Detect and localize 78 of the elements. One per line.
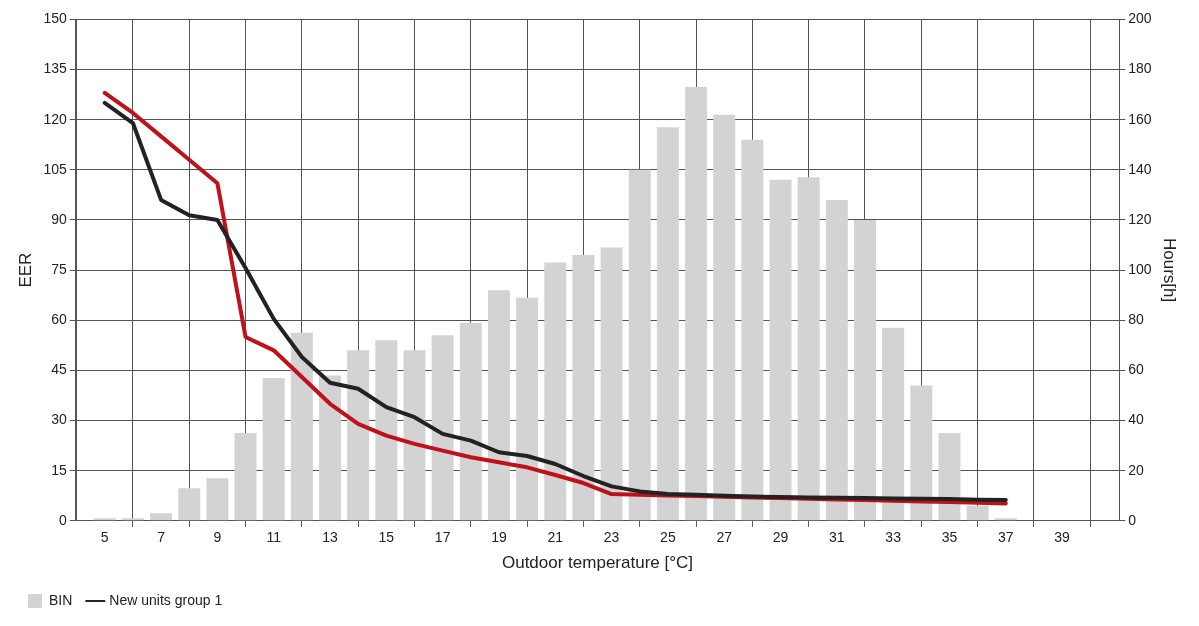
bar	[290, 332, 313, 521]
x-tick-label: 11	[266, 529, 282, 546]
bar	[234, 433, 257, 521]
x-tick-label: 37	[997, 529, 1014, 546]
bar	[797, 177, 820, 521]
y2-tick-label: 60	[1128, 361, 1145, 378]
bar	[628, 169, 651, 521]
y-tick-label: 30	[51, 411, 67, 428]
bar	[262, 377, 285, 521]
x-tick-label: 19	[491, 529, 507, 546]
y2-tick-label: 160	[1128, 110, 1152, 127]
y2-tick-label: 20	[1128, 461, 1145, 478]
bar	[966, 505, 989, 521]
y-tick-label: 120	[43, 110, 67, 127]
bar	[375, 340, 398, 521]
bar	[121, 518, 144, 521]
x-tick-label: 9	[213, 529, 222, 546]
bar	[544, 262, 567, 521]
bar	[825, 199, 848, 521]
y-tick-label: 75	[51, 260, 67, 277]
x-tick-label: 35	[941, 529, 958, 546]
x-tick-label: 23	[603, 529, 620, 546]
x-tick-label: 33	[885, 529, 902, 546]
y-tick-label: 105	[43, 160, 67, 177]
x-tick-label: 15	[378, 529, 395, 546]
bar	[150, 513, 173, 521]
bar	[994, 518, 1017, 521]
y-axis-title: EER	[15, 252, 35, 288]
bar	[487, 290, 510, 521]
x-tick-label: 25	[660, 529, 676, 546]
y2-tick-label: 100	[1128, 260, 1152, 277]
bar	[459, 322, 482, 521]
legend-label: New units group 1	[109, 591, 223, 608]
bar	[713, 114, 736, 521]
x-tick-label: 17	[434, 529, 451, 546]
y-tick-label: 60	[51, 311, 67, 328]
bar	[572, 255, 595, 521]
y2-axis-title: Hours[h]	[1160, 237, 1180, 303]
bar	[178, 488, 201, 521]
bar	[93, 518, 116, 521]
y2-tick-label: 180	[1128, 60, 1152, 77]
x-tick-label: 31	[829, 529, 845, 546]
bar	[206, 478, 229, 521]
bar	[431, 335, 454, 521]
y2-tick-label: 40	[1128, 411, 1145, 428]
x-tick-label: 7	[157, 529, 166, 546]
y2-tick-label: 80	[1128, 311, 1145, 328]
bar	[516, 297, 539, 521]
legend-label: BIN	[49, 591, 73, 608]
bar	[910, 385, 933, 521]
x-tick-label: 13	[322, 529, 338, 546]
y-tick-label: 135	[43, 60, 67, 77]
bar	[600, 247, 623, 521]
y-tick-label: 90	[51, 210, 67, 227]
y-tick-label: 0	[58, 511, 67, 528]
bar	[685, 87, 708, 521]
bar	[882, 327, 905, 521]
y2-tick-label: 200	[1128, 10, 1152, 27]
x-tick-label: 27	[716, 529, 733, 546]
bar	[938, 433, 961, 521]
x-tick-label: 39	[1054, 529, 1071, 546]
bar	[347, 350, 370, 521]
x-tick-label: 21	[547, 529, 564, 546]
bar	[854, 219, 876, 521]
y2-tick-label: 0	[1128, 511, 1137, 528]
y-tick-label: 45	[51, 361, 67, 378]
bar	[656, 127, 679, 521]
x-tick-label: 5	[100, 529, 109, 546]
bar	[741, 139, 764, 521]
x-axis-title: Outdoor temperature [°C]	[501, 553, 694, 573]
x-tick-label: 29	[772, 529, 789, 546]
y2-tick-label: 140	[1128, 160, 1152, 177]
bar	[403, 350, 426, 521]
bar	[319, 375, 341, 521]
y-tick-label: 15	[51, 461, 67, 478]
y-tick-label: 150	[43, 10, 67, 27]
bar	[769, 179, 792, 521]
y2-tick-label: 120	[1128, 210, 1152, 227]
